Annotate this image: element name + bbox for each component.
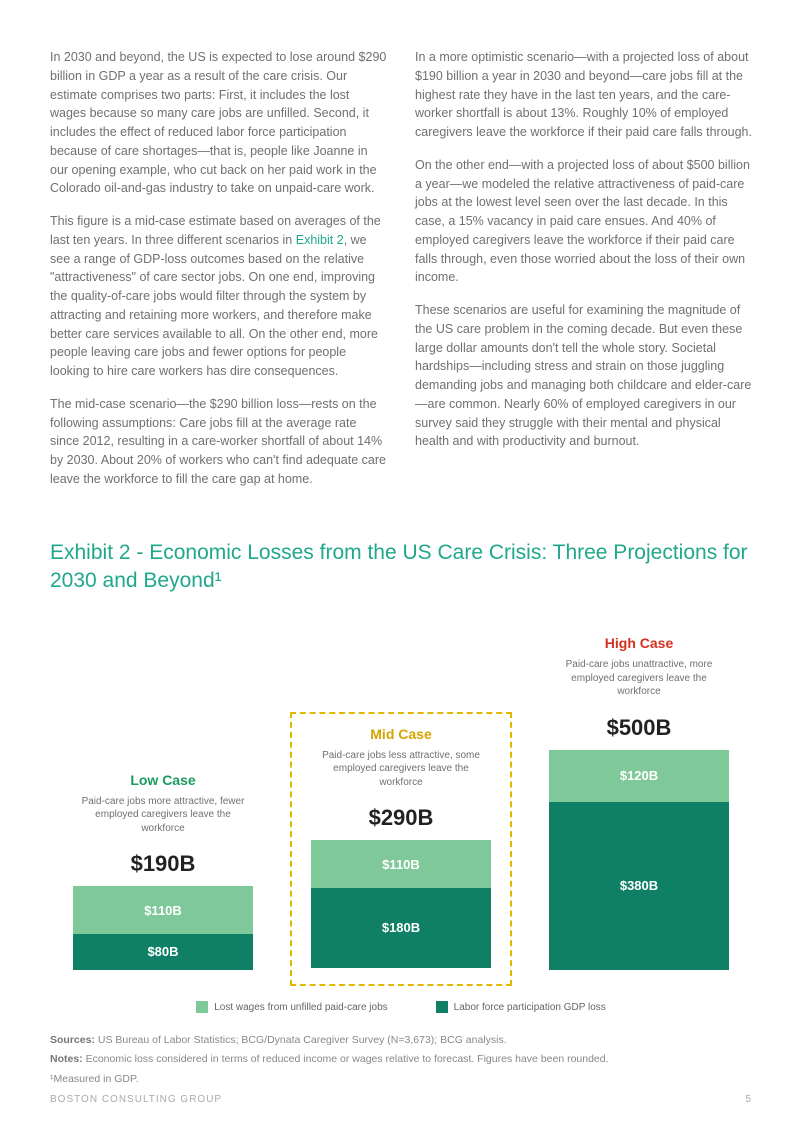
chart-legend: Lost wages from unfilled paid-care jobs … [50,1000,752,1015]
label: Notes: [50,1053,83,1065]
legend-label: Labor force participation GDP loss [454,1000,606,1015]
sources-line: Sources: US Bureau of Labor Statistics; … [50,1033,752,1049]
case-description: Paid-care jobs more attractive, fewer em… [78,795,248,836]
body-columns: In 2030 and beyond, the US is expected t… [50,48,752,503]
case-high: High Case Paid-care jobs unattractive, mo… [530,623,748,985]
paragraph: These scenarios are useful for examining… [415,301,752,451]
case-description: Paid-care jobs unattractive, more employ… [554,658,724,699]
bar-segment-labor-force: $380B [549,802,729,969]
exhibit-link[interactable]: Exhibit 2 [296,233,344,247]
footnote-1: ¹Measured in GDP. [50,1072,752,1088]
exhibit-title: Exhibit 2 - Economic Losses from the US … [50,539,752,596]
stacked-bar-chart: Low Case Paid-care jobs more attractive, … [54,623,748,985]
case-title: Low Case [130,770,195,791]
case-title: High Case [605,633,673,654]
page-footer: BOSTON CONSULTING GROUP 5 [50,1092,752,1107]
stacked-bar: $120B$380B [549,750,729,970]
legend-label: Lost wages from unfilled paid-care jobs [214,1000,387,1015]
paragraph: This figure is a mid-case estimate based… [50,212,387,381]
case-title: Mid Case [370,724,431,745]
text: US Bureau of Labor Statistics; BCG/Dynat… [95,1034,507,1046]
case-total: $290B [369,801,434,834]
footer-org: BOSTON CONSULTING GROUP [50,1092,222,1107]
notes-line: Notes: Economic loss considered in terms… [50,1052,752,1068]
stacked-bar: $110B$180B [311,840,491,968]
left-column: In 2030 and beyond, the US is expected t… [50,48,387,503]
case-total: $190B [131,847,196,880]
legend-item-light: Lost wages from unfilled paid-care jobs [196,1000,387,1015]
bar-segment-lost-wages: $110B [73,886,253,934]
case-low: Low Case Paid-care jobs more attractive, … [54,760,272,986]
label: Sources: [50,1034,95,1046]
bar-segment-lost-wages: $120B [549,750,729,803]
right-column: In a more optimistic scenario—with a pro… [415,48,752,503]
paragraph: In 2030 and beyond, the US is expected t… [50,48,387,198]
stacked-bar: $110B$80B [73,886,253,970]
paragraph: The mid-case scenario—the $290 billion l… [50,395,387,489]
bar-segment-labor-force: $180B [311,888,491,967]
paragraph: In a more optimistic scenario—with a pro… [415,48,752,142]
bar-segment-lost-wages: $110B [311,840,491,888]
legend-item-dark: Labor force participation GDP loss [436,1000,606,1015]
swatch-icon [196,1001,208,1013]
bar-segment-labor-force: $80B [73,934,253,969]
case-mid: Mid Case Paid-care jobs less attractive, … [290,712,512,986]
text: Economic loss considered in terms of red… [83,1053,609,1065]
text: , we see a range of GDP-loss outcomes ba… [50,233,378,378]
paragraph: On the other end—with a projected loss o… [415,156,752,287]
case-total: $500B [607,711,672,744]
case-description: Paid-care jobs less attractive, some emp… [316,749,486,790]
page-number: 5 [745,1092,752,1107]
swatch-icon [436,1001,448,1013]
